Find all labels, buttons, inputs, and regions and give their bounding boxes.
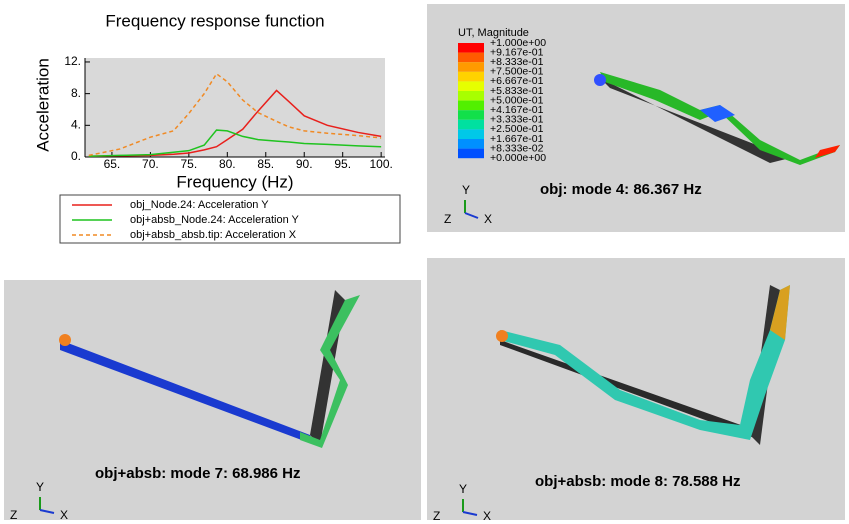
beam-mode-shape bbox=[815, 145, 840, 158]
contour-label: +1.667e-01 bbox=[490, 133, 544, 145]
contour-label: +2.500e-01 bbox=[490, 123, 544, 135]
chart-title: Frequency response function bbox=[105, 11, 324, 30]
contour-label: +9.167e-01 bbox=[490, 46, 544, 58]
support-symbol bbox=[59, 334, 71, 346]
x-axis-label: Frequency (Hz) bbox=[176, 172, 293, 191]
triad: Y Z X bbox=[433, 482, 491, 523]
triad-axis bbox=[39, 509, 55, 514]
x-tick-label: 100. bbox=[369, 157, 392, 171]
triad-label: Z bbox=[433, 509, 440, 523]
contour-band bbox=[458, 139, 484, 149]
contour-label: +1.000e+00 bbox=[490, 37, 546, 49]
y-tick-label: 8. bbox=[71, 86, 81, 100]
beam-mode-shape bbox=[770, 285, 790, 340]
beam-mode-shape bbox=[60, 340, 315, 445]
x-tick-label: 90. bbox=[296, 157, 313, 171]
beam-mode-shape bbox=[300, 295, 360, 448]
plot-area bbox=[85, 58, 385, 157]
beam-undeformed bbox=[500, 340, 760, 440]
triad-label: X bbox=[60, 508, 68, 522]
beam-undeformed bbox=[600, 78, 790, 163]
contour-band bbox=[458, 43, 484, 53]
contour-label: +3.333e-01 bbox=[490, 114, 544, 126]
beam-mode-shape bbox=[700, 105, 735, 122]
x-tick-label: 80. bbox=[219, 157, 236, 171]
x-tick-label: 95. bbox=[334, 157, 351, 171]
triad-label: Y bbox=[462, 183, 470, 197]
contour-band bbox=[458, 110, 484, 120]
contour-label: +8.333e-02 bbox=[490, 142, 544, 154]
legend-label: obj_Node.24: Acceleration Y bbox=[130, 199, 269, 211]
triad-label: Z bbox=[10, 508, 17, 522]
triad-axis bbox=[462, 511, 478, 516]
support-symbol bbox=[594, 74, 606, 86]
legend-box bbox=[59, 194, 401, 244]
series-line bbox=[88, 129, 382, 157]
triad-label: Z bbox=[444, 212, 451, 226]
contour-label: +5.000e-01 bbox=[490, 94, 544, 106]
y-tick-label: 0. bbox=[71, 149, 81, 163]
triad: Y Z X bbox=[10, 480, 68, 522]
beam-mode-shape bbox=[600, 72, 840, 165]
contour-label: +5.833e-01 bbox=[490, 85, 544, 97]
contour-band bbox=[458, 62, 484, 72]
legend-label: obj+absb_Node.24: Acceleration Y bbox=[130, 214, 300, 226]
triad: Y Z X bbox=[444, 183, 492, 226]
triad-label: X bbox=[483, 509, 491, 523]
contour-band bbox=[458, 129, 484, 139]
panel-caption: obj+absb: mode 8: 78.588 Hz bbox=[535, 473, 740, 490]
contour-label: +4.167e-01 bbox=[490, 104, 544, 116]
contour-band bbox=[458, 52, 484, 63]
x-tick-label: 75. bbox=[181, 157, 198, 171]
panel-caption: obj+absb: mode 7: 68.986 Hz bbox=[95, 465, 300, 482]
contour-band bbox=[458, 100, 484, 111]
contour-band bbox=[458, 81, 484, 91]
contour-label: +0.000e+00 bbox=[490, 152, 546, 164]
panel-caption: obj: mode 4: 86.367 Hz bbox=[540, 181, 702, 198]
y-tick-label: 4. bbox=[71, 117, 81, 131]
y-tick-label: 12. bbox=[64, 54, 81, 68]
contour-legend: +1.000e+00+9.167e-01+8.333e-01+7.500e-01… bbox=[458, 37, 546, 164]
contour-label: +6.667e-01 bbox=[490, 75, 544, 87]
contour-band bbox=[458, 148, 484, 159]
x-tick-label: 70. bbox=[142, 157, 159, 171]
contour-band bbox=[458, 91, 484, 101]
series-line bbox=[88, 72, 382, 157]
contour-band bbox=[458, 119, 484, 130]
chart: 0. 4. 8. 12. 65. 70. 75. 80. 85. 90. 95. 100. obj_No… bbox=[64, 54, 393, 241]
support-symbol bbox=[496, 330, 508, 342]
legend-label: obj+absb_absb.tip: Acceleration X bbox=[130, 229, 297, 241]
triad-label: Y bbox=[36, 480, 44, 494]
contour-band bbox=[458, 71, 484, 82]
contour-label: +7.500e-01 bbox=[490, 66, 544, 78]
y-axis-label: Acceleration bbox=[33, 58, 52, 152]
panel-background bbox=[427, 4, 845, 232]
triad-label: X bbox=[484, 212, 492, 226]
beam-mode-shape bbox=[500, 285, 790, 440]
triad-axis bbox=[464, 212, 479, 219]
x-tick-label: 65. bbox=[104, 157, 121, 171]
x-tick-label: 85. bbox=[257, 157, 274, 171]
triad-label: Y bbox=[459, 482, 467, 496]
contour-legend-title: UT, Magnitude bbox=[458, 27, 529, 39]
contour-label: +8.333e-01 bbox=[490, 56, 544, 68]
